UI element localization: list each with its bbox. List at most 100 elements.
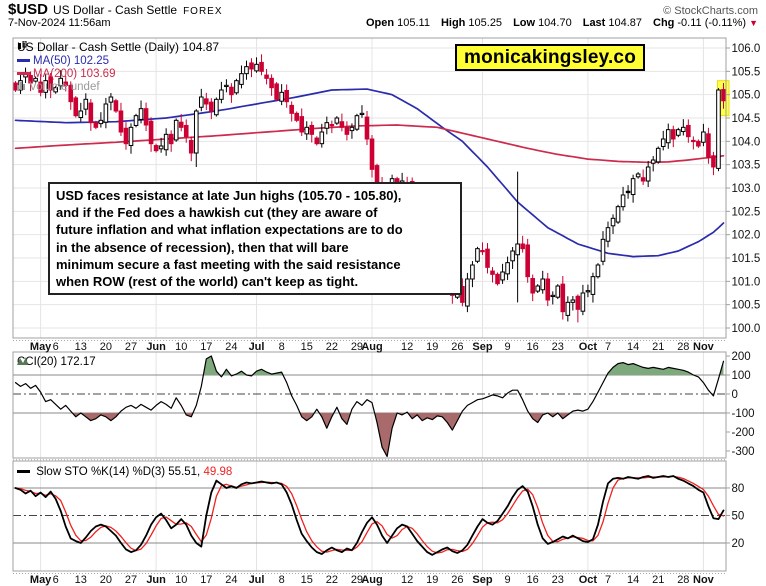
svg-text:6: 6: [53, 341, 59, 353]
svg-text:19: 19: [426, 341, 438, 353]
symbol: $USD: [8, 1, 49, 18]
svg-text:Oct: Oct: [579, 341, 598, 353]
svg-text:Oct: Oct: [579, 574, 598, 586]
sto-legend: Slow STO %K(14) %D(3) 55.51, 49.98: [17, 466, 232, 479]
svg-text:29: 29: [351, 341, 363, 353]
svg-text:103.5: 103.5: [732, 160, 761, 172]
svg-text:23: 23: [552, 341, 564, 353]
svg-text:28: 28: [677, 341, 689, 353]
svg-text:101.0: 101.0: [732, 276, 761, 288]
svg-text:106.0: 106.0: [732, 43, 761, 55]
svg-text:16: 16: [527, 341, 539, 353]
svg-text:May: May: [30, 574, 52, 586]
annotation-line: in the absence of recession), then that …: [56, 239, 349, 255]
volume-legend-label: Volume undef: [29, 81, 100, 93]
svg-text:-100: -100: [732, 408, 755, 420]
svg-text:27: 27: [125, 574, 137, 586]
svg-text:105.5: 105.5: [732, 66, 761, 78]
sto-d-value: 49.98: [203, 466, 233, 478]
svg-text:100.5: 100.5: [732, 300, 761, 312]
svg-text:7: 7: [605, 341, 611, 353]
svg-text:8: 8: [279, 574, 285, 586]
svg-text:20: 20: [100, 574, 112, 586]
svg-text:-300: -300: [732, 446, 755, 458]
last-value: 104.87: [608, 17, 642, 29]
svg-text:20: 20: [732, 538, 745, 550]
exchange-label: FOREX: [183, 6, 223, 17]
svg-text:22: 22: [326, 574, 338, 586]
svg-text:102.0: 102.0: [732, 230, 761, 242]
svg-text:26: 26: [451, 574, 463, 586]
price-legend-label: US Dollar - Cash Settle (Daily) 104.87: [17, 40, 220, 54]
chg-label: Chg: [653, 17, 675, 29]
svg-text:0: 0: [732, 389, 738, 401]
svg-text:28: 28: [677, 574, 689, 586]
svg-text:103.0: 103.0: [732, 183, 761, 195]
ma50-legend-label: MA(50) 102.25: [33, 55, 110, 67]
svg-text:100: 100: [732, 370, 751, 382]
svg-text:7: 7: [605, 574, 611, 586]
line-dash-icon: [17, 470, 30, 473]
open-value: 105.11: [397, 17, 430, 29]
ma200-legend: MA(200) 103.69: [17, 68, 115, 81]
annotation-line: USD faces resistance at late Jun highs (…: [56, 188, 402, 203]
svg-text:12: 12: [401, 341, 413, 353]
svg-text:Jun: Jun: [146, 574, 166, 586]
svg-text:104.5: 104.5: [732, 113, 761, 125]
svg-text:Jun: Jun: [146, 341, 166, 353]
quote-change: Chg -0.11 (-0.11%) ▼: [653, 17, 758, 29]
candlestick-icon: [18, 41, 27, 49]
svg-text:Aug: Aug: [361, 574, 382, 586]
svg-text:50: 50: [732, 510, 745, 522]
svg-text:21: 21: [652, 341, 664, 353]
svg-text:24: 24: [225, 341, 237, 353]
quote-open: Open 105.11: [366, 17, 430, 29]
low-label: Low: [513, 17, 536, 29]
annotation-line: minimum secure a fast meeting with the s…: [56, 256, 401, 272]
volume-bars-icon: [17, 81, 26, 93]
svg-text:9: 9: [505, 341, 511, 353]
svg-text:10: 10: [175, 341, 187, 353]
svg-text:13: 13: [75, 574, 87, 586]
quote-high: High 105.25: [441, 17, 502, 29]
svg-text:27: 27: [125, 341, 137, 353]
svg-text:104.0: 104.0: [732, 136, 761, 148]
svg-text:Nov: Nov: [693, 574, 715, 586]
sto-legend-label: Slow STO %K(14) %D(3) 55.51,: [36, 466, 201, 478]
copyright: © StockCharts.com: [663, 5, 758, 17]
svg-text:16: 16: [527, 574, 539, 586]
svg-text:17: 17: [200, 574, 212, 586]
svg-text:Jul: Jul: [249, 574, 265, 586]
svg-text:101.5: 101.5: [732, 253, 761, 265]
svg-text:22: 22: [326, 341, 338, 353]
svg-text:12: 12: [401, 574, 413, 586]
quote-row: 7-Nov-2024 11:56am Open 105.11 High 105.25…: [8, 17, 758, 29]
svg-text:Sep: Sep: [472, 574, 492, 586]
quote-low: Low 104.70: [513, 17, 572, 29]
quote-last: Last 104.87: [583, 17, 642, 29]
high-value: 105.25: [468, 17, 503, 29]
svg-text:10: 10: [175, 574, 187, 586]
svg-text:Aug: Aug: [361, 341, 382, 353]
instrument-name: US Dollar - Cash Settle: [53, 3, 178, 17]
svg-text:19: 19: [426, 574, 438, 586]
ma50-legend: MA(50) 102.25: [17, 55, 109, 68]
chart-datetime: 7-Nov-2024 11:56am: [8, 17, 111, 29]
svg-text:14: 14: [627, 341, 639, 353]
svg-text:14: 14: [627, 574, 639, 586]
svg-text:6: 6: [53, 574, 59, 586]
svg-text:Sep: Sep: [472, 341, 492, 353]
svg-text:80: 80: [732, 483, 745, 495]
svg-text:9: 9: [505, 574, 511, 586]
svg-text:105.0: 105.0: [732, 90, 761, 102]
watermark-badge: monicakingsley.co: [455, 44, 645, 71]
price-legend: US Dollar - Cash Settle (Daily) 104.87: [17, 41, 219, 54]
svg-text:15: 15: [301, 574, 313, 586]
annotation-box: USD faces resistance at late Jun highs (…: [48, 182, 462, 296]
annotation-line: and if the Fed does a hawkish cut (they …: [56, 205, 378, 221]
svg-text:-200: -200: [732, 427, 755, 439]
cci-legend: CCI(20) 172.17: [17, 356, 96, 369]
svg-text:Nov: Nov: [693, 341, 715, 353]
low-value: 104.70: [538, 17, 572, 29]
